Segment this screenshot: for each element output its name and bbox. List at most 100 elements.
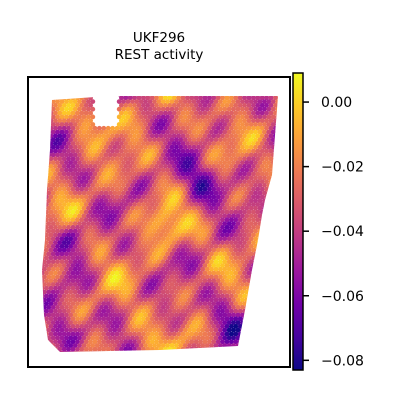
tissue-spot	[163, 347, 168, 352]
tissue-spot	[271, 236, 276, 241]
tissue-spot	[40, 141, 45, 146]
tissue-spot	[42, 343, 47, 348]
tissue-spot	[240, 351, 245, 356]
tissue-spot	[269, 240, 274, 245]
tissue-spot	[262, 236, 267, 241]
tissue-spot	[266, 297, 271, 302]
tissue-spot	[275, 122, 280, 127]
tissue-spot	[46, 343, 51, 348]
tissue-spot	[42, 130, 47, 135]
tissue-spot	[126, 351, 131, 356]
colorbar-tick-label: 0.00	[321, 95, 352, 111]
tissue-spot	[253, 305, 258, 310]
tissue-spot	[38, 168, 43, 173]
tissue-spot	[262, 351, 267, 356]
tissue-spot	[161, 92, 166, 97]
tissue-spot	[277, 172, 282, 177]
tissue-spot	[275, 198, 280, 203]
tissue-spot	[273, 233, 278, 238]
tissue-spot	[271, 252, 276, 257]
tissue-spot	[255, 332, 260, 337]
tissue-spot	[271, 191, 276, 196]
tissue-spot	[38, 343, 43, 348]
tissue-spot	[269, 347, 274, 352]
tissue-spot	[44, 149, 49, 154]
tissue-spot	[42, 92, 47, 97]
tissue-spot	[264, 255, 269, 260]
tissue-spot	[269, 233, 274, 238]
tissue-spot	[44, 103, 49, 108]
tissue-spot	[42, 115, 47, 120]
tissue-spot	[40, 240, 45, 245]
tissue-spot	[273, 156, 278, 161]
tissue-spot	[266, 244, 271, 249]
tissue-spot	[266, 221, 271, 226]
tissue-spot	[273, 339, 278, 344]
tissue-spot	[46, 130, 51, 135]
tissue-spot	[38, 115, 43, 120]
tissue-spot	[236, 351, 241, 356]
tissue-spot	[253, 297, 258, 302]
tissue-spot	[77, 92, 82, 97]
tissue-spot	[273, 255, 278, 260]
tissue-spot	[38, 336, 43, 341]
tissue-spot	[104, 351, 109, 356]
tissue-spot	[262, 297, 267, 302]
tissue-spot	[260, 271, 265, 276]
tissue-spot	[42, 153, 47, 158]
tissue-spot	[187, 92, 192, 97]
tissue-spot	[247, 301, 252, 306]
tissue-spot	[46, 99, 51, 104]
tissue-spot	[40, 118, 45, 123]
tissue-spot	[266, 275, 271, 280]
tissue-spot	[271, 305, 276, 310]
tissue-spot	[258, 336, 263, 341]
tissue-spot	[38, 244, 43, 249]
tissue-spot	[266, 198, 271, 203]
tissue-spot	[189, 347, 194, 352]
tissue-spot	[178, 351, 183, 356]
tissue-spot	[249, 351, 254, 356]
tissue-spot	[277, 225, 282, 230]
tissue-spot	[253, 259, 258, 264]
tissue-spot	[277, 347, 282, 352]
tissue-spot	[38, 320, 43, 325]
tissue-spot	[247, 309, 252, 314]
tissue-spot	[269, 210, 274, 215]
tissue-spot	[266, 236, 271, 241]
tissue-spot	[260, 339, 265, 344]
tissue-spot	[277, 301, 282, 306]
tissue-spot	[275, 130, 280, 135]
tissue-spot	[255, 248, 260, 253]
tissue-spot	[275, 328, 280, 333]
tissue-spot	[244, 92, 249, 97]
tissue-spot	[262, 252, 267, 257]
tissue-spot	[275, 236, 280, 241]
tissue-spot	[73, 351, 78, 356]
tissue-spot	[275, 137, 280, 142]
tissue-spot	[269, 316, 274, 321]
tissue-spot	[247, 294, 252, 299]
tissue-spot	[183, 92, 188, 97]
tissue-spot	[42, 206, 47, 211]
tissue-spot	[255, 271, 260, 276]
tissue-spot	[262, 267, 267, 272]
tissue-spot	[49, 95, 54, 100]
tissue-spot	[277, 195, 282, 200]
tissue-spot	[253, 328, 258, 333]
tissue-spot	[262, 275, 267, 280]
tissue-spot	[277, 202, 282, 207]
tissue-spot	[275, 305, 280, 310]
tissue-spot	[203, 347, 208, 352]
tissue-spot	[277, 294, 282, 299]
tissue-spot	[130, 92, 135, 97]
tissue-spot	[242, 324, 247, 329]
tissue-spot	[273, 286, 278, 291]
tissue-spot	[209, 351, 214, 356]
tissue-spot	[227, 351, 232, 356]
tissue-spot	[42, 328, 47, 333]
tissue-spot	[240, 92, 245, 97]
tissue-spot	[277, 103, 282, 108]
tissue-spot	[269, 301, 274, 306]
tissue-spot	[90, 351, 95, 356]
